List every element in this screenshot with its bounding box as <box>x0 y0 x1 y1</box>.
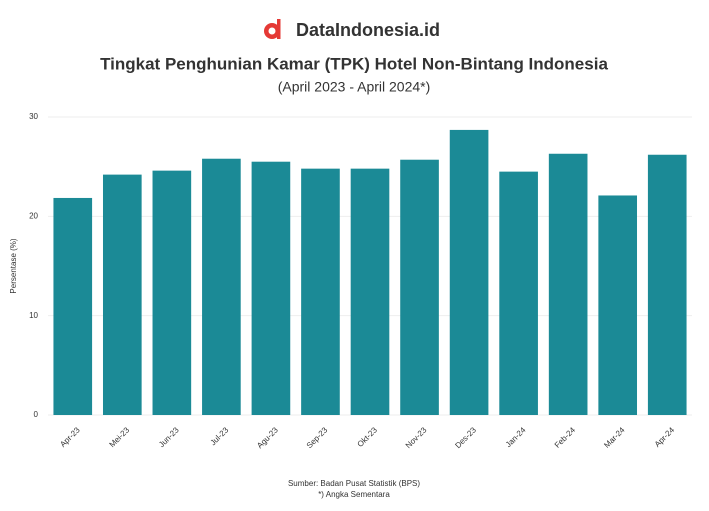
x-tick-label: Jul-23 <box>209 425 231 447</box>
bar <box>152 170 192 415</box>
x-tick-label: Okt-23 <box>356 425 380 449</box>
x-tick-label: Apr-24 <box>653 425 677 449</box>
x-tick-label: Apr-23 <box>58 425 82 449</box>
chart-title: Tingkat Penghunian Kamar (TPK) Hotel Non… <box>100 54 608 73</box>
note: *) Angka Sementara <box>318 490 390 499</box>
y-axis-label: Persentase (%) <box>9 238 18 293</box>
x-tick-label: Agu-23 <box>255 425 280 450</box>
x-tick-label: Sep-23 <box>305 425 330 450</box>
brand-name: DataIndonesia.id <box>296 20 440 40</box>
x-tick-label: Feb-24 <box>553 425 578 450</box>
x-tick-label: Des-23 <box>453 425 478 450</box>
bar <box>499 171 538 415</box>
bar <box>449 129 489 415</box>
bar <box>400 159 439 415</box>
y-tick-label: 20 <box>29 211 38 220</box>
x-tick-label: Jun-23 <box>157 425 181 449</box>
x-tick-label: Jan-24 <box>504 425 528 449</box>
bar <box>53 197 93 415</box>
bar <box>102 174 142 415</box>
x-tick-label: Nov-23 <box>404 425 429 450</box>
bar <box>647 154 687 415</box>
y-tick-label: 30 <box>29 112 38 121</box>
bar <box>301 168 340 415</box>
bar <box>548 153 588 415</box>
x-tick-label: Mei-23 <box>108 425 132 449</box>
bar <box>598 195 638 415</box>
bar <box>202 158 241 415</box>
source: Sumber: Badan Pusat Statistik (BPS) <box>288 479 420 488</box>
bar <box>251 161 291 415</box>
x-tick-label: Mar-24 <box>602 425 627 450</box>
bar <box>350 168 390 415</box>
y-tick-label: 10 <box>29 311 38 320</box>
y-tick-label: 0 <box>34 410 39 419</box>
chart-subtitle: (April 2023 - April 2024*) <box>278 79 431 95</box>
brand-logo <box>264 19 281 39</box>
